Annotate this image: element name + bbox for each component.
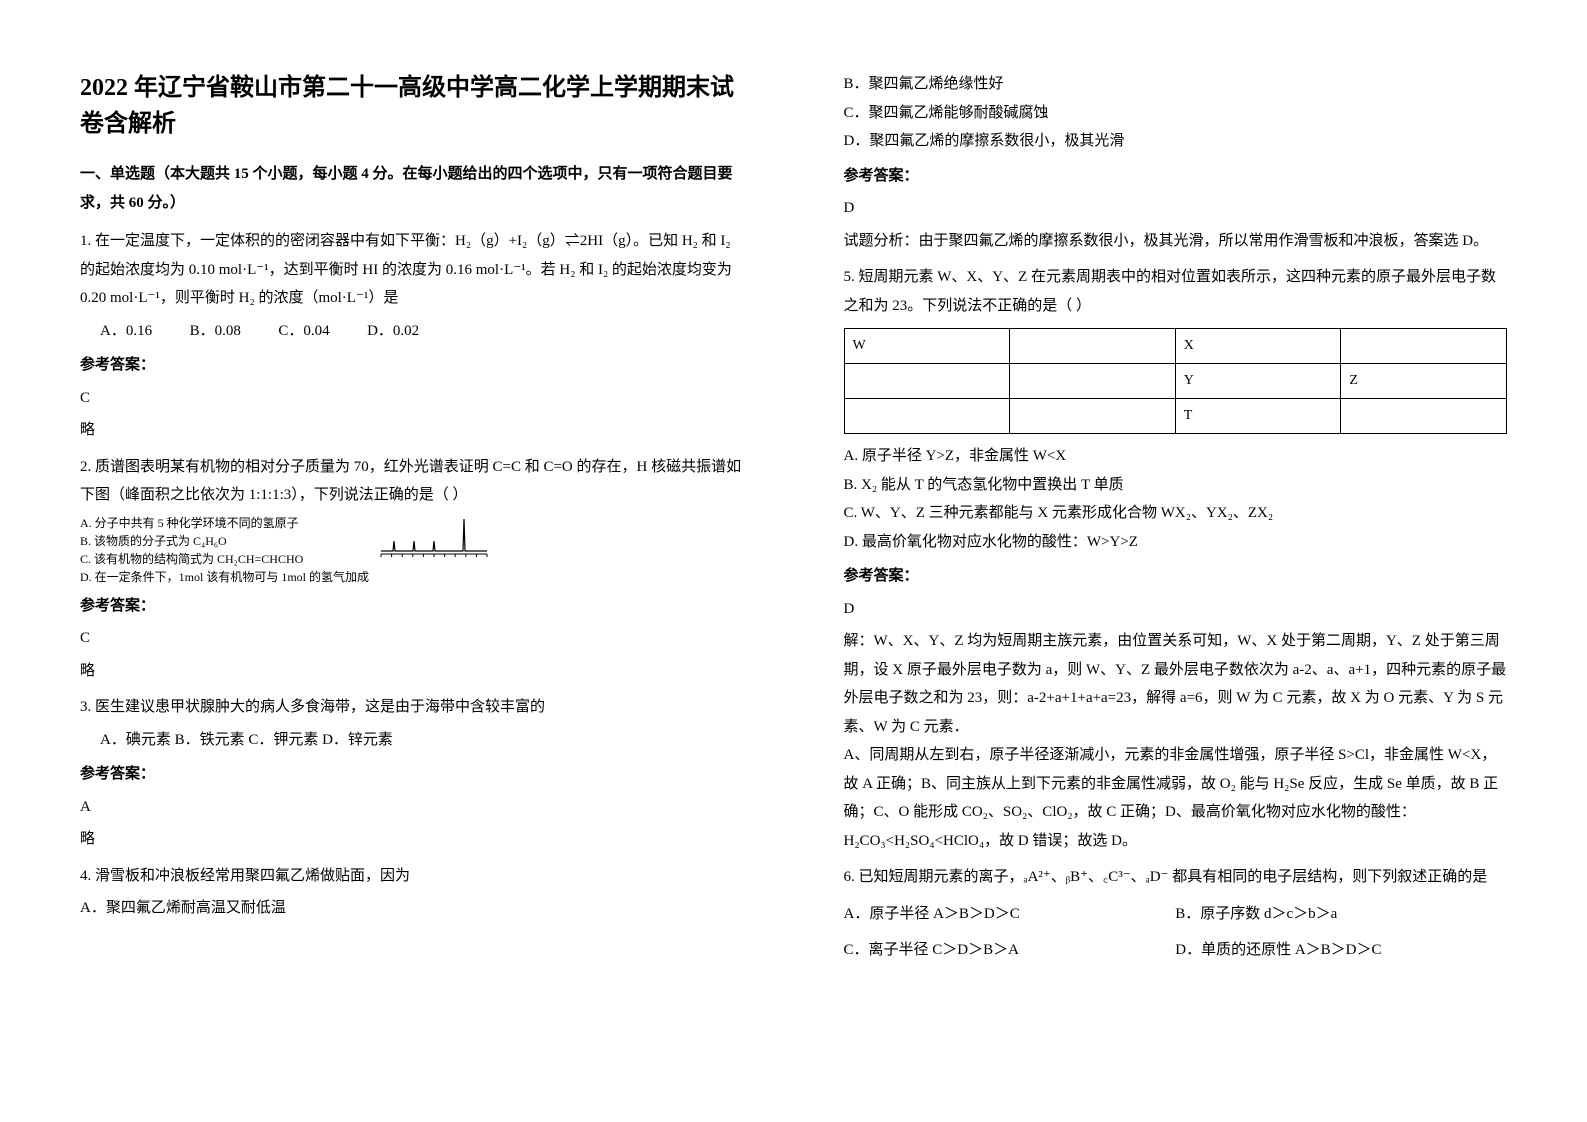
q5-stem: 5. 短周期元素 W、X、Y、Z 在元素周期表中的相对位置如表所示，这四种元素的… <box>844 263 1508 320</box>
section-intro: 一、单选题（本大题共 15 个小题，每小题 4 分。在每小题给出的四个选项中，只… <box>80 160 744 217</box>
q2-options: A. 分子中共有 5 种化学环境不同的氢原子 B. 该物质的分子式为 C₄H₆O… <box>80 514 369 586</box>
q2-stem: 2. 质谱图表明某有机物的相对分子质量为 70，红外光谱表证明 C=C 和 C=… <box>80 453 744 510</box>
cell <box>1341 399 1507 434</box>
cell <box>1010 364 1176 399</box>
q4-expl: 试题分析：由于聚四氟乙烯的摩擦系数很小，极其光滑，所以常用作滑雪板和冲浪板，答案… <box>844 227 1508 256</box>
q2-optB: B. 该物质的分子式为 C₄H₆O <box>80 532 369 550</box>
cell <box>1010 399 1176 434</box>
cell: W <box>844 329 1010 364</box>
cell: Y <box>1175 364 1341 399</box>
q6-optB: B．原子序数 d＞c＞b＞a <box>1175 900 1507 929</box>
table-row: Y Z <box>844 364 1507 399</box>
q5-optC: C. W、Y、Z 三种元素都能与 X 元素形成化合物 WX₂、YX₂、ZX₂ <box>844 499 1508 528</box>
q3-stem: 3. 医生建议患甲状腺肿大的病人多食海带，这是由于海带中含较丰富的 <box>80 693 744 722</box>
q4-optA: A．聚四氟乙烯耐高温又耐低温 <box>80 894 744 923</box>
q4-ans-label: 参考答案： <box>844 162 1508 191</box>
right-column: B．聚四氟乙烯绝缘性好 C．聚四氟乙烯能够耐酸碱腐蚀 D．聚四氟乙烯的摩擦系数很… <box>794 0 1587 1122</box>
q2-expl: 略 <box>80 657 744 686</box>
cell: T <box>1175 399 1341 434</box>
cell <box>844 399 1010 434</box>
q4-optB: B．聚四氟乙烯绝缘性好 <box>844 70 1508 99</box>
q4-ans: D <box>844 194 1508 223</box>
q5-optA: A. 原子半径 Y>Z，非金属性 W<X <box>844 442 1508 471</box>
q1-options: A．0.16 B．0.08 C．0.04 D．0.02 <box>100 317 744 346</box>
q1-stem: 1. 在一定温度下，一定体积的的密闭容器中有如下平衡：H₂（g）+I₂（g）⇌2… <box>80 227 744 313</box>
page-title: 2022 年辽宁省鞍山市第二十一高级中学高二化学上学期期末试卷含解析 <box>80 70 744 142</box>
q4-optD: D．聚四氟乙烯的摩擦系数很小，极其光滑 <box>844 127 1508 156</box>
table-row: T <box>844 399 1507 434</box>
q4-stem: 4. 滑雪板和冲浪板经常用聚四氟乙烯做贴面，因为 <box>80 862 744 891</box>
q5-optD: D. 最高价氧化物对应水化物的酸性：W>Y>Z <box>844 528 1508 557</box>
q6-options: A．原子半径 A＞B＞D＞C B．原子序数 d＞c＞b＞a C．离子半径 C＞D… <box>844 896 1508 969</box>
q5-ans-label: 参考答案： <box>844 562 1508 591</box>
q6-optD: D．单质的还原性 A＞B＞D＞C <box>1175 936 1507 965</box>
q6-optA: A．原子半径 A＞B＞D＞C <box>844 900 1176 929</box>
q5-table: W X Y Z T <box>844 328 1508 434</box>
q6-stem: 6. 已知短周期元素的离子，ₐA²⁺、ᵦB⁺、꜀C³⁻、ₐD⁻ 都具有相同的电子… <box>844 863 1508 892</box>
cell <box>1010 329 1176 364</box>
q3-ans: A <box>80 793 744 822</box>
q6-optC: C．离子半径 C＞D＞B＞A <box>844 936 1176 965</box>
q4-optC: C．聚四氟乙烯能够耐酸碱腐蚀 <box>844 99 1508 128</box>
q2-ans: C <box>80 624 744 653</box>
cell: X <box>1175 329 1341 364</box>
q3-options: A．碘元素 B．铁元素 C．钾元素 D．锌元素 <box>100 726 744 755</box>
q3-ans-label: 参考答案： <box>80 760 744 789</box>
q5-optB: B. X₂ 能从 T 的气态氢化物中置换出 T 单质 <box>844 471 1508 500</box>
q2-ans-label: 参考答案： <box>80 592 744 621</box>
left-column: 2022 年辽宁省鞍山市第二十一高级中学高二化学上学期期末试卷含解析 一、单选题… <box>0 0 794 1122</box>
cell <box>844 364 1010 399</box>
cell <box>1341 329 1507 364</box>
q2-optC: C. 该有机物的结构简式为 CH₂CH=CHCHO <box>80 550 369 568</box>
q5-ans: D <box>844 595 1508 624</box>
q1-ans-label: 参考答案： <box>80 351 744 380</box>
q2-optD: D. 在一定条件下，1mol 该有机物可与 1mol 的氢气加成 <box>80 568 369 586</box>
q5-expl: 解：W、X、Y、Z 均为短周期主族元素，由位置关系可知，W、X 处于第二周期，Y… <box>844 627 1508 855</box>
q2-optA: A. 分子中共有 5 种化学环境不同的氢原子 <box>80 514 369 532</box>
q1-expl: 略 <box>80 416 744 445</box>
table-row: W X <box>844 329 1507 364</box>
nmr-chart <box>379 514 489 575</box>
cell: Z <box>1341 364 1507 399</box>
q3-expl: 略 <box>80 825 744 854</box>
q1-ans: C <box>80 384 744 413</box>
